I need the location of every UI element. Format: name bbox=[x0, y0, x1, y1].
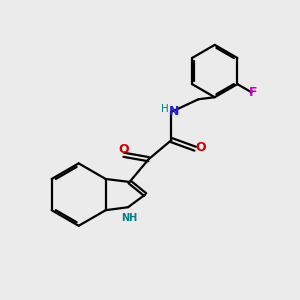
Text: O: O bbox=[195, 141, 206, 154]
Text: NH: NH bbox=[122, 213, 138, 223]
Text: N: N bbox=[169, 105, 179, 118]
Text: H: H bbox=[161, 104, 169, 114]
Text: O: O bbox=[118, 143, 129, 156]
Text: F: F bbox=[249, 86, 257, 99]
